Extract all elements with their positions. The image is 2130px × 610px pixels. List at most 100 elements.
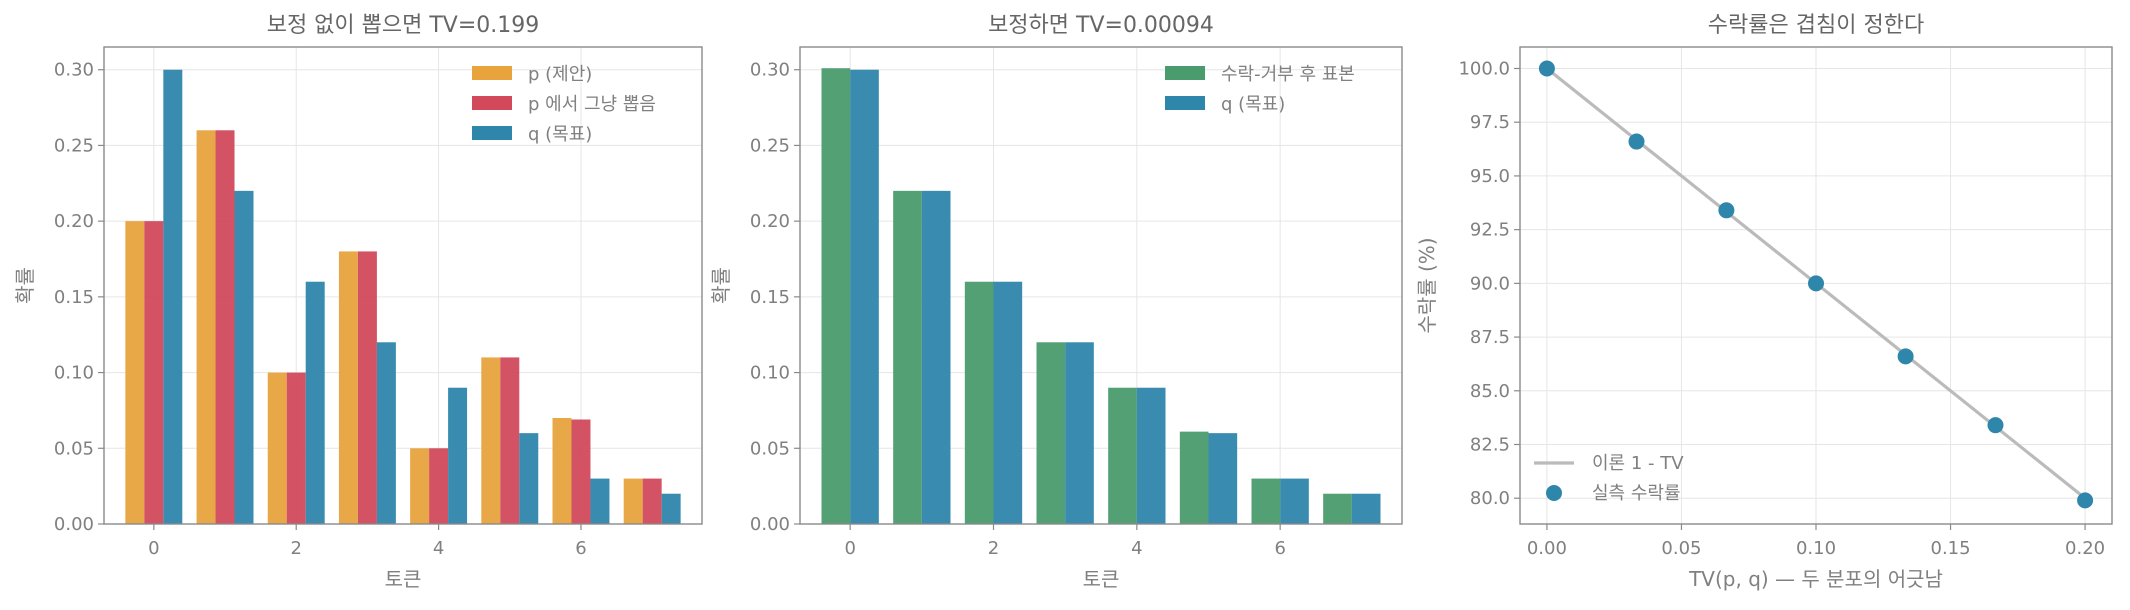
bar-0-0: [125, 221, 145, 524]
bar-0-7: [623, 478, 643, 524]
legend-swatch: [472, 66, 512, 80]
measured-point: [1718, 202, 1735, 219]
bar-1-4: [1136, 387, 1166, 524]
bar-1-6: [571, 419, 591, 524]
bar-1-3: [357, 251, 377, 524]
y-tick-label: 87.5: [1470, 327, 1510, 348]
y-tick-label: 0.10: [750, 363, 790, 384]
bar-1-2: [993, 281, 1023, 524]
bar-1-5: [1208, 433, 1238, 524]
bar-1-1: [921, 190, 951, 524]
x-tick-label: 0.05: [1661, 538, 1701, 559]
x-tick-label: 0.00: [1527, 538, 1567, 559]
chart-title: 수락률은 겹침이 정한다: [1708, 13, 1924, 38]
middle-bar-chart: 0.00 0.05 0.10 0.15 0.20 0.25 0.30 0 2 4 6 보정하면 TV=…: [709, 13, 1403, 591]
bar-0-7: [1323, 493, 1352, 524]
y-tick-label: 0.20: [750, 211, 790, 232]
x-tick-label: 0: [844, 538, 855, 559]
bar-2-7: [661, 493, 681, 524]
legend-label: p 에서 그냥 뽑음: [528, 94, 656, 115]
bar-0-6: [1251, 478, 1281, 524]
plot-frame: [103, 46, 703, 525]
x-axis-label: 토큰: [385, 567, 422, 591]
bar-0-1: [196, 130, 216, 525]
x-tick-label: 0: [148, 538, 159, 559]
bar-1-4: [429, 448, 449, 524]
y-tick-label: 0.25: [54, 135, 94, 156]
y-axis-label: 수락률 (%): [1415, 237, 1439, 333]
y-tick-label: 80.0: [1470, 488, 1510, 509]
legend-swatch: [472, 96, 512, 110]
y-tick-label: 0.00: [750, 514, 790, 535]
y-tick-label: 0.30: [750, 60, 790, 81]
bar-0-5: [481, 357, 501, 524]
legend-label: q (목표): [528, 124, 592, 145]
y-tick-label: 90.0: [1470, 273, 1510, 294]
y-tick-label: 0.05: [750, 438, 790, 459]
y-tick-label: 0.05: [54, 438, 94, 459]
x-tick-label: 4: [1131, 538, 1142, 559]
measured-point: [1628, 133, 1645, 150]
y-axis-label: 확률: [13, 267, 37, 304]
x-tick-label: 2: [988, 538, 999, 559]
measured-point: [1808, 275, 1824, 292]
bar-2-3: [376, 342, 396, 524]
y-tick-label: 0.15: [54, 287, 94, 308]
bar-1-0: [144, 221, 164, 524]
x-tick-label: 0.15: [1931, 538, 1971, 559]
bar-2-6: [590, 478, 610, 524]
y-tick-label: 85.0: [1470, 381, 1510, 402]
y-tick-label: 82.5: [1470, 435, 1510, 456]
bar-1-1: [215, 130, 235, 525]
x-tick-label: 6: [575, 538, 586, 559]
bar-0-4: [1108, 387, 1137, 524]
bar-1-6: [1280, 478, 1309, 524]
bar-1-0: [850, 69, 879, 524]
y-tick-label: 95.0: [1470, 166, 1510, 187]
bar-2-0: [163, 69, 183, 524]
plot-frame: [799, 46, 1403, 525]
bar-0-0: [821, 68, 851, 524]
legend-label: 수락-거부 후 표본: [1221, 64, 1355, 85]
y-tick-label: 0.10: [54, 363, 94, 384]
bar-0-1: [893, 190, 922, 524]
legend-swatch: [1165, 66, 1205, 80]
bar-2-4: [448, 387, 468, 524]
bar-0-2: [964, 281, 994, 524]
legend-label: 이론 1 - TV: [1592, 453, 1684, 474]
bar-0-4: [410, 448, 430, 524]
bar-1-5: [500, 357, 520, 524]
bar-1-3: [1065, 342, 1094, 524]
bar-1-2: [286, 372, 306, 524]
legend-swatch: [472, 126, 512, 140]
x-axis-label: TV(p, q) — 두 분포의 어긋남: [1688, 567, 1943, 591]
right-line-chart: 80.0 82.5 85.0 87.5 90.0 92.5 95.0 97.5 100.0 0.0…: [1415, 13, 2113, 591]
y-tick-label: 92.5: [1470, 220, 1510, 241]
legend-swatch: [1165, 96, 1205, 110]
y-tick-label: 100.0: [1458, 58, 1510, 79]
measured-point: [1987, 417, 2004, 434]
x-tick-label: 0.10: [1796, 538, 1836, 559]
y-tick-label: 0.30: [54, 60, 94, 81]
chart-title: 보정하면 TV=0.00094: [988, 13, 1214, 38]
bar-0-5: [1179, 431, 1209, 524]
legend-label: q (목표): [1221, 94, 1285, 115]
legend-label: p (제안): [528, 64, 592, 85]
x-tick-label: 2: [290, 538, 301, 559]
x-axis-label: 토큰: [1083, 567, 1120, 591]
x-tick-label: 0.20: [2065, 538, 2105, 559]
x-tick-label: 6: [1274, 538, 1285, 559]
bar-0-6: [552, 418, 572, 524]
bar-2-1: [234, 190, 254, 524]
measured-point: [1538, 60, 1555, 77]
y-axis-label: 확률: [709, 267, 733, 304]
measured-point: [2077, 492, 2094, 509]
legend-label: 실측 수락률: [1592, 483, 1681, 504]
y-tick-label: 0.20: [54, 211, 94, 232]
legend-marker-swatch: [1546, 485, 1562, 501]
y-tick-label: 0.00: [54, 514, 94, 535]
bar-2-2: [305, 281, 325, 524]
bar-1-7: [1351, 493, 1381, 524]
y-tick-label: 0.15: [750, 287, 790, 308]
